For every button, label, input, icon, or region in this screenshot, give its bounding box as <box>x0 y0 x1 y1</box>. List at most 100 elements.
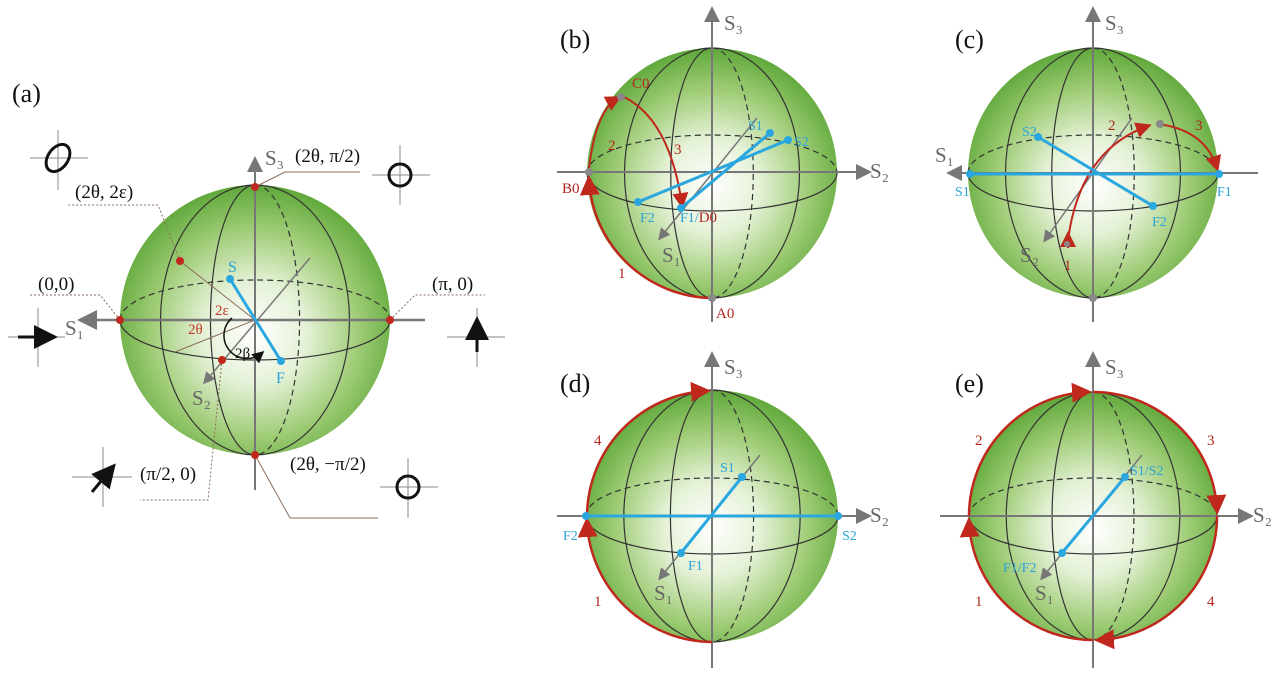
panel-a: (a) S₃ S₁ S₂ S F <box>8 79 505 519</box>
s1-label: S₁ <box>65 316 84 340</box>
meridian-right <box>711 47 754 299</box>
path-3 <box>1092 390 1227 515</box>
panel-c: (c) S₃ S₁ S₂ S1 S2 F1 F2 1 2 3 <box>935 6 1258 322</box>
vector-s2-f2 <box>637 138 789 204</box>
label-f2: F2 <box>1152 215 1167 230</box>
path-1 <box>577 517 713 644</box>
path-label-3: 3 <box>674 142 682 158</box>
right-circular-polarization-icon <box>372 145 430 205</box>
label-f1: F1 <box>688 559 703 574</box>
panel-label-b: (b) <box>560 25 590 54</box>
s1-axis <box>658 117 758 241</box>
path-label-1: 1 <box>1064 258 1072 274</box>
label-s: S <box>228 259 237 276</box>
panel-label-a: (a) <box>12 79 41 108</box>
coord-v: (π, 0) <box>432 274 473 295</box>
s1-label: S₁ <box>1035 581 1054 605</box>
s3-label: S₃ <box>1105 355 1124 379</box>
s2-label: S₂ <box>1253 503 1272 527</box>
vector-s2-f2 <box>1037 135 1154 208</box>
vector-s-f <box>1060 476 1127 554</box>
label-f1: F1 <box>1217 185 1232 200</box>
s1-label: S₁ <box>935 143 954 167</box>
label-s2: S2 <box>842 529 857 544</box>
panel-label-c: (c) <box>955 25 984 54</box>
label-f2: F2 <box>640 211 655 226</box>
path-label-4: 4 <box>1207 594 1215 610</box>
coord-h: (0,0) <box>38 274 74 295</box>
leader-lines <box>30 171 485 519</box>
vector-s1-f1 <box>679 476 744 554</box>
label-s2: S2 <box>1022 125 1037 140</box>
equator-back <box>968 477 1218 517</box>
label-s1: S1 <box>748 119 763 134</box>
s1-label: S₁ <box>662 243 681 267</box>
label-f1-f2: F1/F2 <box>1003 561 1036 576</box>
point-f <box>277 357 285 365</box>
s1-label: S₁ <box>654 581 673 605</box>
path-3 <box>1157 123 1222 172</box>
path-label-3: 3 <box>1207 433 1215 449</box>
angle-2epsilon: 2ε <box>215 303 229 319</box>
path-4 <box>585 381 711 517</box>
path-label-2: 2 <box>975 433 983 449</box>
vector-s1-f1 <box>680 131 771 210</box>
panel-e: (e) S₃ S₂ S₁ S1/S2 F1/F2 1 2 3 4 <box>940 351 1272 668</box>
panel-b: (b) S₃ S₂ S₁ S1 S2 F2 F1/D0 B0 C0 A0 1 2… <box>557 6 889 322</box>
equator-back <box>119 279 391 321</box>
panel-label-d: (d) <box>560 369 590 398</box>
path-label-1: 1 <box>594 594 602 610</box>
meridian-right <box>1092 47 1135 299</box>
path-1 <box>959 517 1094 642</box>
path-2 <box>1067 122 1152 241</box>
path-2 <box>967 382 1092 517</box>
diagonal-polarization-icon <box>72 447 132 507</box>
s2-label: S₂ <box>870 503 889 527</box>
label-f1-d0: F1/D0 <box>680 210 717 226</box>
vertical-polarization-icon <box>447 308 505 367</box>
path-1 <box>579 175 713 300</box>
coord-general: (2θ, 2ε) <box>75 182 133 203</box>
label-f2: F2 <box>563 529 578 544</box>
s2-label: S₂ <box>870 159 889 183</box>
state-b0: B0 <box>562 181 580 197</box>
path-2 <box>588 96 622 169</box>
coord-south: (2θ, −π/2) <box>290 454 366 475</box>
horizontal-polarization-icon <box>8 308 65 367</box>
s2-label: S₂ <box>1020 243 1039 267</box>
elliptical-polarization-icon <box>30 130 88 190</box>
state-a0: A0 <box>716 306 734 322</box>
panel-d: (d) S₃ S₂ S₁ S1 S2 F2 F1 1 4 <box>557 351 889 668</box>
label-s1: S1 <box>720 461 735 476</box>
angle-2beta-arc <box>223 317 265 364</box>
s3-label: S₃ <box>724 11 743 35</box>
path-label-2: 2 <box>608 138 616 154</box>
equator-back <box>586 134 838 174</box>
path-4 <box>1094 515 1219 650</box>
spheres-layer <box>119 47 1219 643</box>
s2-axis <box>1043 117 1133 243</box>
path-label-4: 4 <box>594 433 602 449</box>
path-label-1: 1 <box>975 594 983 610</box>
path-3 <box>623 96 689 209</box>
panel-label-e: (e) <box>955 369 984 398</box>
red-state-points <box>116 183 394 459</box>
angle-2theta: 2θ <box>188 322 203 338</box>
equator-back <box>585 477 839 517</box>
label-s2: S2 <box>794 135 809 150</box>
state-c0: C0 <box>632 76 650 92</box>
meridian-right <box>1092 391 1135 641</box>
s3-label: S₃ <box>265 146 284 170</box>
label-s1-s2: S1/S2 <box>1130 464 1163 479</box>
coord-d: (π/2, 0) <box>140 464 196 485</box>
angle-2beta: 2β <box>235 346 250 362</box>
label-s1: S1 <box>955 185 970 200</box>
coord-north: (2θ, π/2) <box>295 146 360 167</box>
path-label-3: 3 <box>1195 118 1203 134</box>
s3-label: S₃ <box>724 355 743 379</box>
s2-label: S₂ <box>192 386 211 410</box>
path-label-1: 1 <box>618 266 626 282</box>
s3-label: S₃ <box>1105 11 1124 35</box>
path-label-2: 2 <box>1108 118 1116 134</box>
